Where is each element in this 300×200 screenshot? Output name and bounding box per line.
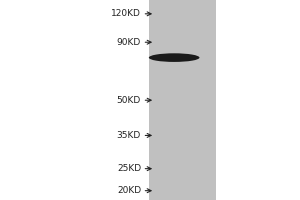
Text: 120KD: 120KD xyxy=(111,9,141,18)
Text: 25KD: 25KD xyxy=(117,164,141,173)
Text: 50KD: 50KD xyxy=(117,96,141,105)
Ellipse shape xyxy=(149,53,200,62)
Text: 35KD: 35KD xyxy=(117,131,141,140)
Text: 90KD: 90KD xyxy=(117,38,141,47)
Text: 20KD: 20KD xyxy=(117,186,141,195)
Bar xyxy=(148,0,216,200)
